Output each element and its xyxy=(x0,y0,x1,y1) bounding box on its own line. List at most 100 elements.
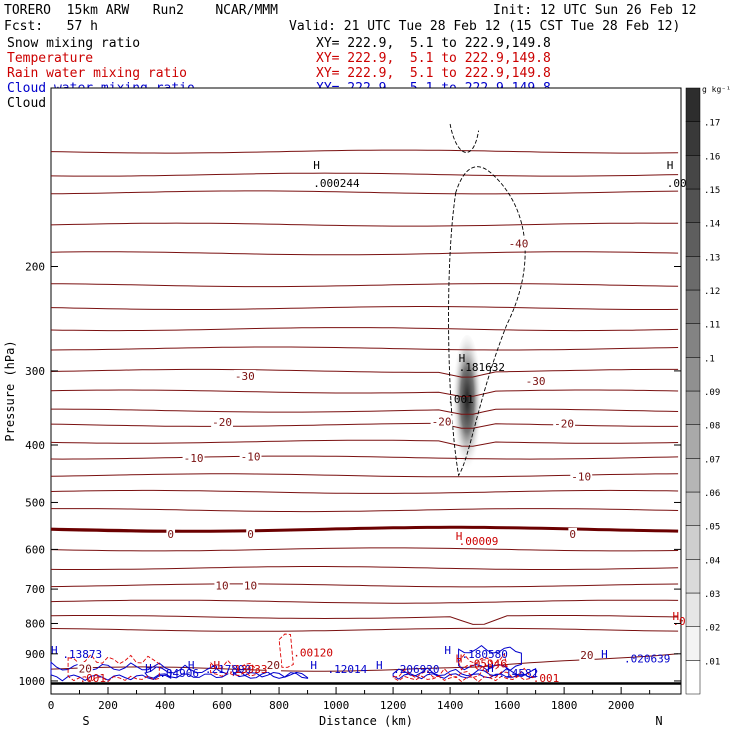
y-tick-label: 1000 xyxy=(19,675,46,688)
isotherm-label-bg xyxy=(246,527,255,541)
colorbar-tick-label: .01 xyxy=(704,657,720,667)
colorbar-cell xyxy=(685,458,701,493)
isotherm-line xyxy=(50,627,679,632)
isotherm-label: -30 xyxy=(526,375,546,388)
isotherm-label-bg xyxy=(579,649,595,663)
colorbar-cell xyxy=(685,256,701,291)
field-name: Temperature xyxy=(7,51,94,66)
max-annotation: H xyxy=(145,662,152,675)
isotherm-line xyxy=(50,389,679,398)
isotherm-label-bg xyxy=(507,237,530,251)
rain-water-contour xyxy=(458,652,508,671)
valid-time: Valid: 21 UTC Tue 28 Feb 12 (15 CST Tue … xyxy=(289,19,681,34)
max-annotation: .05946 xyxy=(467,658,507,671)
colorbar-cell xyxy=(685,660,701,695)
cloud-ice-contour-top xyxy=(449,123,480,153)
field-name: Snow mixing ratio xyxy=(7,36,141,51)
max-annotation: H xyxy=(487,662,494,675)
x-tick-label: 1400 xyxy=(437,699,464,712)
max-annotation: .12014 xyxy=(328,663,368,676)
colorbar-cell xyxy=(685,525,701,560)
colorbar-tick-label: .12 xyxy=(704,287,720,297)
max-annotation: H xyxy=(376,659,383,672)
isotherm-label: -20 xyxy=(212,416,232,429)
y-tick-label: 300 xyxy=(25,365,45,378)
y-tick-label: 400 xyxy=(25,439,45,452)
colorbar-cell xyxy=(685,155,701,190)
colorbar-unit: g kg⁻¹ xyxy=(702,85,731,94)
max-annotation: H xyxy=(188,659,195,672)
max-annotation: .00120 xyxy=(293,647,333,660)
isotherm-label-bg xyxy=(166,527,176,541)
colorbar-tick-label: .04 xyxy=(704,556,720,566)
max-annotation: H xyxy=(601,648,608,661)
south-label: S xyxy=(82,714,89,728)
colorbar-cell xyxy=(685,424,701,459)
x-tick-label: 2000 xyxy=(608,699,635,712)
max-annotation: .181632 xyxy=(459,361,505,374)
isotherm-label-bg xyxy=(430,415,453,429)
plot-frame xyxy=(50,87,682,695)
x-axis-title: Distance (km) xyxy=(319,714,413,728)
isotherm-label-bg xyxy=(211,416,233,430)
max-annotation: .13933 xyxy=(228,663,268,676)
isotherm-label-bg xyxy=(568,527,577,541)
colorbar-tick-label: .16 xyxy=(704,152,720,162)
colorbar-cell xyxy=(685,222,701,257)
x-tick-label: 1200 xyxy=(380,699,407,712)
max-annotation: H xyxy=(310,659,317,672)
cloud-water-contour xyxy=(392,667,537,680)
max-annotation: .001 xyxy=(533,672,560,685)
isotherm-line xyxy=(50,547,679,552)
isotherm-line xyxy=(50,346,679,351)
isotherm-line xyxy=(50,439,679,447)
isotherm-label: -20 xyxy=(554,418,574,431)
isotherm-label-bg xyxy=(182,452,205,466)
max-annotation: H xyxy=(444,644,451,657)
colorbar-cell xyxy=(685,592,701,627)
isotherm-line xyxy=(50,172,679,177)
isotherm-label-bg xyxy=(233,370,256,384)
x-tick-label: 600 xyxy=(212,699,232,712)
colorbar-cell xyxy=(685,559,701,594)
isotherm-label-bg xyxy=(77,662,93,676)
cloud-water-contour xyxy=(144,664,229,679)
isotherm-label-bg xyxy=(265,659,281,673)
colorbar-tick-label: .09 xyxy=(704,388,720,398)
y-tick-label: 900 xyxy=(25,648,45,661)
max-annotation: H xyxy=(51,644,58,657)
isotherm-line xyxy=(51,408,679,415)
max-annotation: H xyxy=(313,159,320,172)
isotherm-line xyxy=(50,566,679,570)
isotherm-label: 10 xyxy=(244,579,257,592)
colorbar-tick-label: .06 xyxy=(704,489,720,499)
colorbar-tick-label: .17 xyxy=(704,119,720,129)
colorbar-cell xyxy=(685,87,701,122)
max-annotation: .020639 xyxy=(624,652,670,665)
model-title: TORERO 15km ARW Run2 NCAR/MMM xyxy=(4,3,278,18)
isotherm-label: -20 xyxy=(432,415,452,428)
x-tick-label: 800 xyxy=(269,699,289,712)
colorbar-cell xyxy=(685,289,701,324)
colorbar-tick-label: .11 xyxy=(704,321,720,331)
field-xy: XY= 222.9, 5.1 to 222.9,149.8 xyxy=(316,36,551,51)
rain-water-contour xyxy=(392,667,537,683)
max-annotation: .217890 xyxy=(205,663,251,676)
colorbar-cell xyxy=(685,491,701,526)
isotherm-label: -10 xyxy=(184,452,204,465)
max-annotation: .04906 xyxy=(159,667,199,680)
isotherm-label-bg xyxy=(214,579,230,593)
isotherm-label: 20 xyxy=(267,659,280,672)
y-axis-title: Pressure (hPa) xyxy=(3,340,17,441)
isotherm-line xyxy=(50,583,679,588)
max-annotation: .14582 xyxy=(499,667,539,680)
max-annotation: H xyxy=(672,610,679,623)
isotherm-label: 20 xyxy=(580,649,593,662)
colorbar-cell xyxy=(685,188,701,223)
colorbar-cell xyxy=(685,357,701,392)
rain-water-contour xyxy=(67,653,160,683)
cloud-water-contour xyxy=(458,644,522,672)
max-annotation: .13873 xyxy=(62,648,102,661)
isotherm-label: -30 xyxy=(235,370,255,383)
colorbar-tick-label: .07 xyxy=(704,455,720,465)
